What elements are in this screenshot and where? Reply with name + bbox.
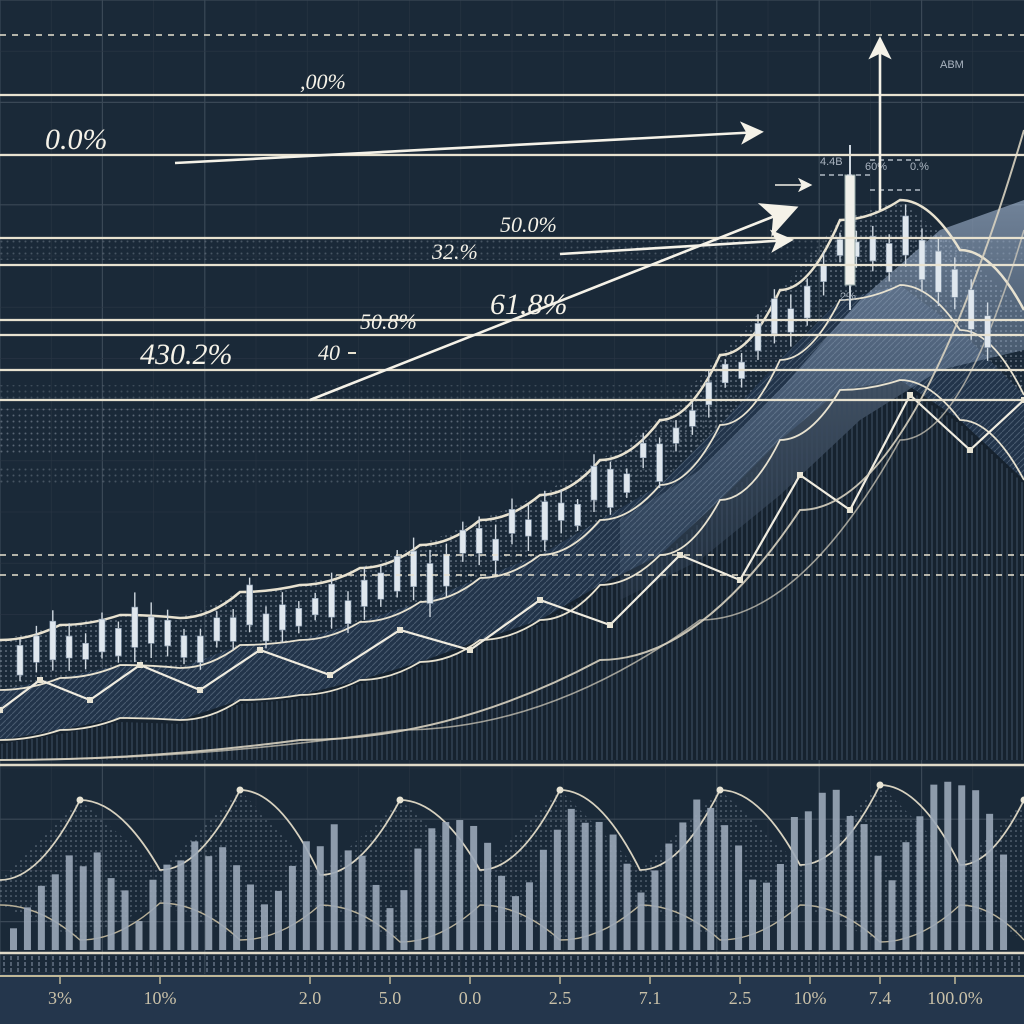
zigzag-node (37, 677, 43, 683)
zigzag-node (257, 647, 263, 653)
axis-tick-label: 2.5 (549, 988, 572, 1008)
zigzag-node (397, 627, 403, 633)
zigzag-node (137, 662, 143, 668)
axis-tick-label: 7.4 (869, 988, 892, 1008)
zigzag-node (907, 392, 913, 398)
axis-tick-label: 100.0% (927, 988, 983, 1008)
zigzag-node (197, 687, 203, 693)
small-label: 0.% (910, 161, 929, 173)
small-label: ABM (940, 59, 964, 71)
tick-label: 40 (318, 340, 340, 365)
zigzag-node (967, 447, 973, 453)
osc-dot (397, 797, 404, 804)
osc-dot (717, 787, 724, 794)
zigzag-node (537, 597, 543, 603)
zigzag-node (0, 707, 3, 713)
fibonacci-label: 61.8% (490, 288, 568, 321)
fibonacci-label: 50.0% (500, 212, 557, 237)
small-label: 2% (840, 291, 856, 303)
axis-tick-label: 7.1 (639, 988, 662, 1008)
zigzag-node (607, 622, 613, 628)
zigzag-node (87, 697, 93, 703)
axis-tick-label: 5.0 (379, 988, 402, 1008)
axis-tick-label: 10% (144, 988, 177, 1008)
axis-tick-label: 3% (48, 988, 72, 1008)
osc-dot (557, 787, 564, 794)
fibonacci-label: 430.2% (140, 338, 233, 371)
fibonacci-label: 0.0% (45, 123, 108, 156)
zigzag-node (327, 672, 333, 678)
fibonacci-label: 32.% (431, 239, 478, 264)
financial-chart: ,00% 0.0% 50.0% 32.% 61.8% 50.8% 430.2% 40 ABM 4.… (0, 0, 1024, 1024)
axis-tick-label: 2.5 (729, 988, 752, 1008)
fibonacci-label: ,00% (300, 69, 346, 94)
small-label: 60% (865, 161, 887, 173)
axis-tick-label: 0.0 (459, 988, 482, 1008)
axis-tick-label: 2.0 (299, 988, 322, 1008)
fibonacci-label: 50.8% (360, 309, 417, 334)
zigzag-node (797, 472, 803, 478)
osc-dot (877, 782, 884, 789)
zigzag-node (847, 507, 853, 513)
small-label: 4.4B (820, 156, 843, 168)
zigzag-node (737, 577, 743, 583)
zigzag-node (467, 647, 473, 653)
axis-tick-label: 10% (794, 988, 827, 1008)
osc-dot (77, 797, 84, 804)
osc-dot (237, 787, 244, 794)
